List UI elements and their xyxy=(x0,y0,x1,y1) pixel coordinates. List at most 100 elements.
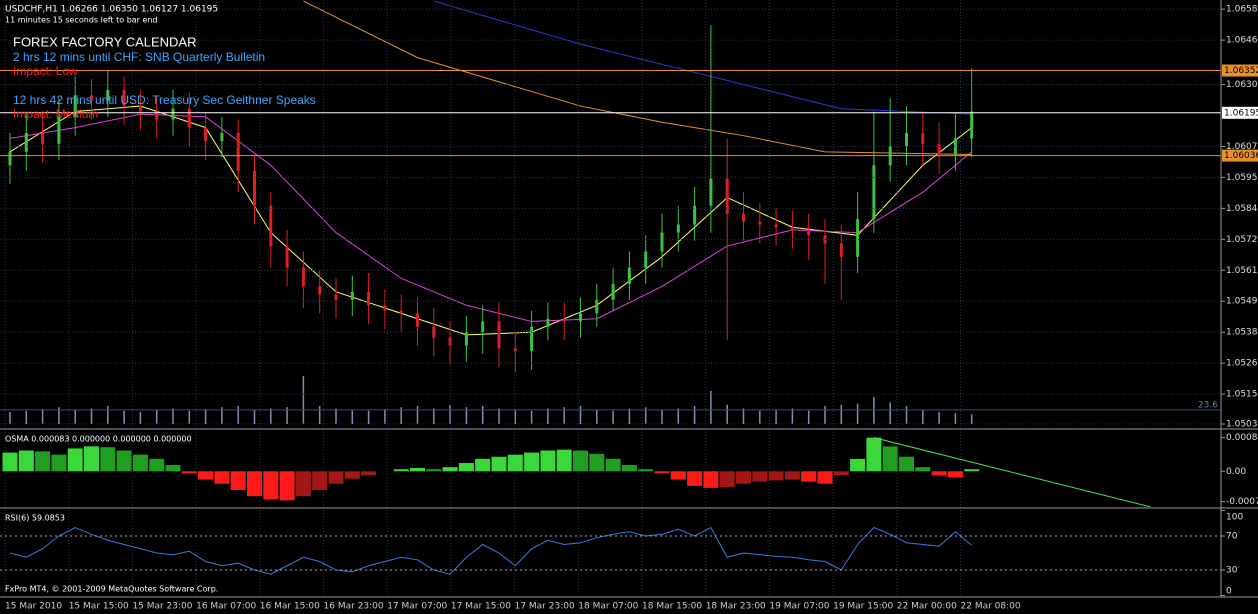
x-tick-label: 15 Mar 2010 xyxy=(5,602,62,612)
y-tick-label: 70 xyxy=(1226,532,1238,542)
candle-body xyxy=(334,294,338,300)
x-tick-label: 19 Mar 07:00 xyxy=(769,602,829,612)
candle-body xyxy=(318,286,322,295)
osma-bar xyxy=(752,471,768,482)
candle-body xyxy=(546,318,550,327)
candle-body xyxy=(742,213,745,222)
osma-bar xyxy=(964,469,980,472)
volume-level-label: 23.6 xyxy=(1198,400,1218,410)
osma-bar xyxy=(247,471,262,497)
y-tick-label: 0.00081 xyxy=(1226,433,1258,443)
chart-title: USDCHF,H1 1.06266 1.06350 1.06127 1.0619… xyxy=(5,5,218,15)
y-tick-label: -0.00073 xyxy=(1226,497,1258,507)
candle-body xyxy=(220,132,224,142)
osma-bar xyxy=(736,471,751,484)
osma-bar xyxy=(312,471,328,490)
candle-body xyxy=(301,267,305,287)
x-tick-label: 19 Mar 15:00 xyxy=(833,602,893,612)
y-tick-label: 1.05840 xyxy=(1226,204,1258,214)
osma-bar xyxy=(328,471,344,484)
osma-bar xyxy=(426,469,442,472)
y-tick-label: 1.05380 xyxy=(1226,328,1258,338)
candle-body xyxy=(562,318,566,322)
y-tick-label: 100 xyxy=(1226,513,1243,523)
osma-bar xyxy=(263,471,279,500)
candle-body xyxy=(530,326,534,352)
candle-body xyxy=(187,108,191,128)
candle-body xyxy=(839,243,843,257)
osma-bar xyxy=(393,469,409,472)
candle-body xyxy=(464,332,468,346)
osma-bar xyxy=(132,454,148,472)
osma-bar xyxy=(35,451,51,472)
x-tick-label: 22 Mar 08:00 xyxy=(961,602,1021,612)
osma-bar xyxy=(51,454,67,472)
x-tick-label: 15 Mar 23:00 xyxy=(132,602,192,612)
candle-body xyxy=(57,116,61,144)
osma-bar xyxy=(198,471,214,480)
osma-bar xyxy=(491,456,507,472)
candle-body xyxy=(285,246,289,268)
osma-bar xyxy=(589,453,605,472)
calendar-text: Impact: Low xyxy=(13,64,78,78)
osma-bar xyxy=(621,465,637,472)
candle-body xyxy=(790,227,794,230)
calendar-text: 2 hrs 12 mins until CHF: SNB Quarterly B… xyxy=(13,50,265,64)
osma-bar xyxy=(279,471,295,501)
osma-bar xyxy=(556,449,572,472)
osma-bar xyxy=(605,458,621,472)
candle-body xyxy=(660,232,664,252)
y-tick-label: 0.00 xyxy=(1226,467,1246,477)
x-tick-label: 22 Mar 00:00 xyxy=(897,602,957,612)
osma-bar xyxy=(84,446,99,472)
candle-body xyxy=(758,221,762,225)
candle-body xyxy=(513,348,517,352)
indicator-title: OSMA 0.000083 0.000000 0.000000 0.000000 xyxy=(5,435,192,444)
candle-body xyxy=(236,132,240,171)
x-tick-label: 17 Mar 23:00 xyxy=(515,602,575,612)
osma-bar xyxy=(181,471,197,474)
candle-body xyxy=(970,111,974,139)
candle-body xyxy=(807,229,811,236)
candle-body xyxy=(709,178,713,206)
x-tick-label: 15 Mar 15:00 xyxy=(69,602,129,612)
osma-bar xyxy=(882,446,898,472)
candle-body xyxy=(693,205,697,225)
osma-bar xyxy=(573,450,588,472)
price-level-label: 1.06036 xyxy=(1224,151,1258,161)
candle-body xyxy=(774,224,778,228)
osma-bar xyxy=(670,471,686,480)
osma-bar xyxy=(344,471,360,479)
osma-bar xyxy=(18,450,34,472)
moving-average xyxy=(433,0,972,115)
y-tick-label: 1.05610 xyxy=(1226,266,1258,276)
osma-bar xyxy=(475,458,491,472)
osma-bar xyxy=(866,437,882,472)
candle-body xyxy=(399,310,403,314)
chart-subtitle: 11 minutes 15 seconds left to bar end xyxy=(5,16,158,25)
x-tick-label: 18 Mar 23:00 xyxy=(706,602,766,612)
y-tick-label: 1.05955 xyxy=(1226,173,1258,183)
osma-bar xyxy=(116,450,132,472)
pane xyxy=(2,437,1152,507)
candle-body xyxy=(481,321,485,333)
osma-bar xyxy=(458,462,474,472)
trend-line xyxy=(873,437,1152,507)
osma-bar xyxy=(947,471,963,478)
osma-bar xyxy=(442,467,458,472)
candle-body xyxy=(41,132,45,144)
osma-bar xyxy=(801,471,817,482)
candle-body xyxy=(856,219,860,257)
candle-body xyxy=(8,151,12,166)
osma-bar xyxy=(165,465,181,472)
candle-body xyxy=(579,313,582,322)
candle-body xyxy=(253,170,256,206)
pane xyxy=(9,526,973,575)
osma-bar xyxy=(784,471,800,480)
calendar-text: FOREX FACTORY CALENDAR xyxy=(13,34,197,49)
candle-body xyxy=(953,138,957,155)
osma-bar xyxy=(361,471,377,476)
moving-average xyxy=(303,0,972,156)
